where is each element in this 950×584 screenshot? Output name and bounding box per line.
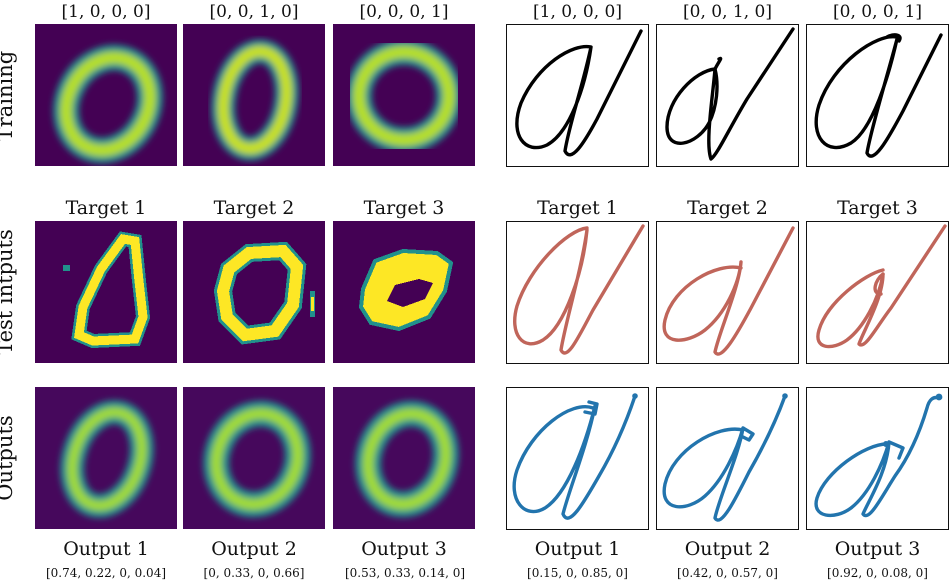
output-vector-right-2: [0.42, 0, 0.57, 0]: [677, 566, 778, 580]
target-label-left-2: Target 2: [213, 197, 295, 219]
row-label-test-inputs: Test intputs: [0, 229, 17, 355]
training-stroke-2: [656, 24, 799, 167]
test-heatmap-2: [183, 221, 325, 363]
output-label-left-2: Output 2: [211, 538, 297, 560]
output-stroke-3: [806, 387, 949, 530]
output-heatmap-1: [35, 387, 177, 529]
col-header-left-3: [0, 0, 0, 1]: [359, 2, 449, 22]
output-label-right-3: Output 3: [834, 538, 921, 560]
row-label-training: Training: [0, 50, 17, 142]
col-header-left-1: [1, 0, 0, 0]: [61, 2, 151, 22]
target-label-right-3: Target 3: [837, 197, 918, 219]
output-vector-left-2: [0, 0.33, 0, 0.66]: [203, 566, 305, 580]
row-label-outputs: Outputs: [0, 415, 17, 501]
target-label-left-1: Target 1: [65, 197, 147, 219]
output-label-right-2: Output 2: [684, 538, 771, 560]
training-heatmap-3: [333, 24, 475, 166]
test-heatmap-1: [35, 221, 177, 363]
target-stroke-2: [656, 221, 799, 364]
target-label-left-3: Target 3: [363, 197, 445, 219]
col-header-right-3: [0, 0, 0, 1]: [833, 2, 922, 22]
col-header-right-1: [1, 0, 0, 0]: [533, 2, 622, 22]
output-heatmap-2: [183, 387, 325, 529]
target-label-right-2: Target 2: [687, 197, 768, 219]
training-heatmap-2: [183, 24, 325, 166]
target-stroke-3: [806, 221, 949, 364]
output-vector-left-1: [0.74, 0.22, 0, 0.04]: [45, 566, 167, 580]
target-label-right-1: Target 1: [537, 197, 618, 219]
output-vector-right-1: [0.15, 0, 0.85, 0]: [527, 566, 628, 580]
training-heatmap-1: [35, 24, 177, 166]
output-stroke-1: [506, 387, 649, 530]
output-vector-left-3: [0.53, 0.33, 0.14, 0]: [344, 566, 466, 580]
training-stroke-3: [806, 24, 949, 167]
target-stroke-1: [506, 221, 649, 364]
col-header-right-2: [0, 0, 1, 0]: [683, 2, 772, 22]
output-stroke-2: [656, 387, 799, 530]
output-vector-right-3: [0.92, 0, 0.08, 0]: [827, 566, 928, 580]
test-heatmap-3: [333, 221, 475, 363]
output-heatmap-3: [333, 387, 475, 529]
output-label-left-3: Output 3: [361, 538, 447, 560]
col-header-left-2: [0, 0, 1, 0]: [209, 2, 299, 22]
output-label-left-1: Output 1: [63, 538, 149, 560]
output-label-right-1: Output 1: [534, 538, 621, 560]
training-stroke-1: [506, 24, 649, 167]
